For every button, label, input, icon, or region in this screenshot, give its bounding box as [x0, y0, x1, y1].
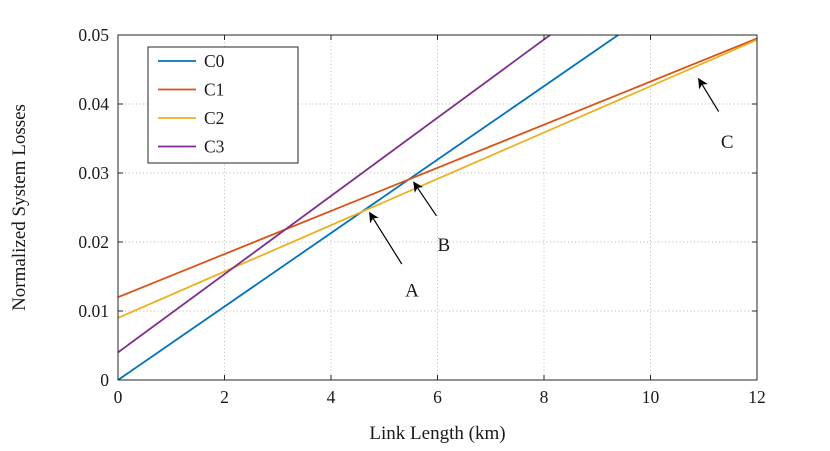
x-axis-label: Link Length (km)	[369, 423, 505, 444]
legend-entry-C2: C2	[158, 108, 224, 128]
y-tick-label: 0.01	[78, 301, 109, 321]
legend-label-C0: C0	[204, 51, 225, 71]
x-tick-label: 2	[220, 387, 229, 407]
series-line-C2	[118, 39, 757, 319]
legend-entry-C1: C1	[158, 80, 224, 100]
y-tick-label: 0.03	[78, 163, 109, 183]
legend-box	[147, 46, 299, 164]
series-line-C3	[118, 35, 552, 354]
annotation-arrow-A	[368, 211, 403, 265]
annotation-label-A: A	[405, 280, 419, 301]
x-tick-label: 8	[540, 387, 549, 407]
x-tick-label: 6	[433, 387, 442, 407]
series-line-C1	[118, 37, 757, 299]
y-axis-label: Normalized System Losses	[9, 104, 30, 311]
legend-label-C1: C1	[204, 80, 224, 100]
legend-label-C2: C2	[204, 108, 224, 128]
legend-entry-C3: C3	[158, 137, 225, 157]
y-tick-label: 0.04	[78, 94, 109, 114]
legend-label-C3: C3	[204, 137, 225, 157]
x-tick-label: 10	[642, 387, 660, 407]
annotation-arrow-B	[413, 181, 437, 217]
legend-entry-C0: C0	[158, 51, 225, 71]
annotation-label-B: B	[438, 235, 451, 256]
series-line-C0	[118, 35, 620, 380]
series-group	[118, 35, 757, 380]
y-tick-label: 0.05	[78, 25, 109, 45]
y-tick-label: 0	[100, 370, 109, 390]
x-tick-label: 4	[327, 387, 336, 407]
y-tick-label: 0.02	[78, 232, 109, 252]
x-tick-label: 12	[748, 387, 766, 407]
tick-labels: 0 2 4 6 8 10 12 0 0.01 0.02 0.03 0.04 0.05	[78, 25, 765, 407]
annotation-arrow-C	[697, 78, 720, 112]
x-tick-label: 0	[114, 387, 123, 407]
annotations: A B C	[368, 78, 734, 301]
tick-marks	[117, 34, 758, 381]
legend: C0 C1 C2 C3	[147, 46, 299, 164]
annotation-label-C: C	[721, 132, 734, 153]
